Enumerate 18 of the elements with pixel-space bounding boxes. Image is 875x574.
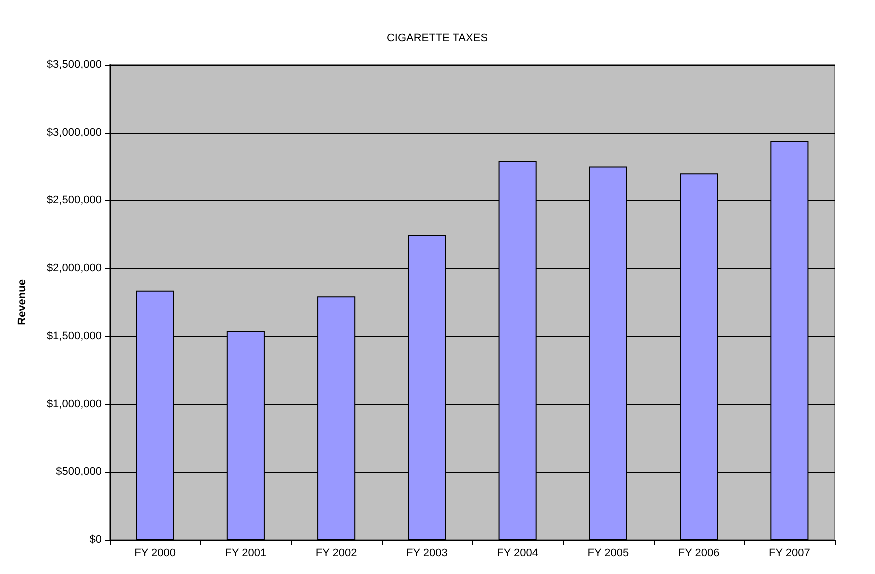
chart-title: CIGARETTE TAXES <box>386 32 488 44</box>
x-tick-label: FY 2004 <box>497 548 539 560</box>
y-axis-title: Revenue <box>16 280 28 326</box>
y-tick-label: $2,500,000 <box>46 194 102 207</box>
x-tick-label: FY 2001 <box>225 548 267 560</box>
y-tick-label: $2,000,000 <box>46 262 102 275</box>
x-tick-label: FY 2003 <box>406 548 448 560</box>
x-tick-label: FY 2006 <box>678 548 720 560</box>
y-tick-label: $500,000 <box>56 466 102 478</box>
x-tick-label: FY 2007 <box>768 548 810 560</box>
y-tick-label: $0 <box>90 534 102 546</box>
y-tick-label: $1,000,000 <box>46 398 102 410</box>
y-tick-label: $3,500,000 <box>46 59 102 71</box>
x-tick-label: FY 2002 <box>316 548 358 560</box>
x-tick-label: FY 2000 <box>134 548 176 560</box>
y-tick-label: $3,000,000 <box>46 126 102 139</box>
y-tick-label: $1,500,000 <box>46 330 102 342</box>
x-tick-label: FY 2005 <box>588 548 630 560</box>
